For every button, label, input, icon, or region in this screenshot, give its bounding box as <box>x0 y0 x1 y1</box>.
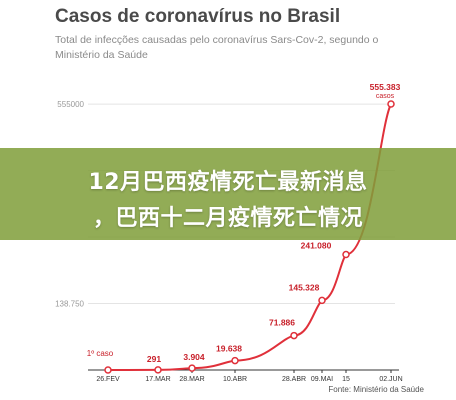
x-tick-label-1: 17.MAR <box>145 376 170 383</box>
data-point-7 <box>387 100 395 108</box>
data-label-4: 71.886 <box>269 318 295 328</box>
x-tick-label-7: 02.JUN <box>379 376 402 383</box>
x-tick-label-2: 28.MAR <box>179 376 204 383</box>
y-tick-label-1: 138.750 <box>55 300 84 309</box>
data-point-4 <box>290 331 298 340</box>
data-point-1 <box>154 366 162 374</box>
series-line <box>107 103 392 371</box>
data-label-2: 3.904 <box>183 352 205 362</box>
chart-subtitle: Total de infecções causadas pelo coronav… <box>55 34 379 61</box>
overlay-banner: 12月巴西疫情死亡最新消息 ，巴西十二月疫情死亡情况 <box>0 148 456 240</box>
x-tick-label-6: 15 <box>342 376 350 383</box>
banner-line-1: 12月巴西疫情死亡最新消息 <box>88 170 368 195</box>
data-point-6 <box>342 250 350 259</box>
data-label-3: 19.638 <box>216 344 242 354</box>
source-note: Fonte: Ministério da Saúde <box>328 385 424 394</box>
data-point-3 <box>231 356 239 365</box>
chart-title: Casos de coronavírus no Brasil <box>55 6 341 27</box>
data-point-5 <box>318 296 326 305</box>
data-point-2 <box>188 364 196 372</box>
y-tick-label-0: 555000 <box>57 100 84 109</box>
data-label-6: 241.080 <box>301 241 332 251</box>
data-label-5: 145.328 <box>289 282 320 292</box>
data-point-0 <box>104 366 112 374</box>
x-tick-label-4: 28.ABR <box>282 376 306 383</box>
data-sublabel-7: casos <box>376 93 395 100</box>
x-tick-label-5: 09.MAI <box>311 376 333 383</box>
data-label-7: 555.383 <box>370 82 401 92</box>
x-tick-label-0: 26.FEV <box>96 376 120 383</box>
data-label-1: 291 <box>147 354 161 364</box>
data-label-0: 1º caso <box>87 349 114 358</box>
x-tick-label-3: 10.ABR <box>223 376 247 383</box>
banner-line-2: ，巴西十二月疫情死亡情况 <box>92 206 363 231</box>
